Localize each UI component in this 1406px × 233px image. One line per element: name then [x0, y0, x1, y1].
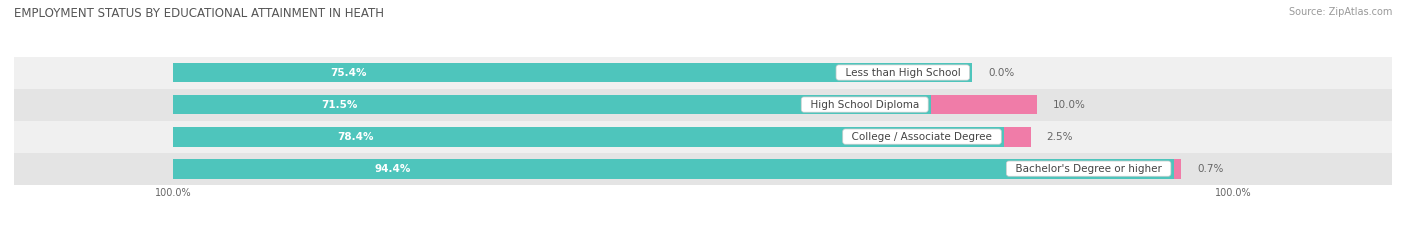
- Bar: [1004, 127, 1031, 147]
- Bar: [173, 159, 1174, 178]
- Bar: [14, 121, 1392, 153]
- Text: Source: ZipAtlas.com: Source: ZipAtlas.com: [1288, 7, 1392, 17]
- Bar: [173, 127, 1004, 147]
- Bar: [1174, 159, 1181, 178]
- Text: High School Diploma: High School Diploma: [804, 99, 925, 110]
- Text: Bachelor's Degree or higher: Bachelor's Degree or higher: [1010, 164, 1168, 174]
- Text: EMPLOYMENT STATUS BY EDUCATIONAL ATTAINMENT IN HEATH: EMPLOYMENT STATUS BY EDUCATIONAL ATTAINM…: [14, 7, 384, 20]
- Text: 71.5%: 71.5%: [322, 99, 359, 110]
- Bar: [173, 95, 931, 114]
- Text: 10.0%: 10.0%: [1053, 99, 1085, 110]
- Bar: [931, 95, 1036, 114]
- Bar: [173, 63, 972, 82]
- Bar: [14, 57, 1392, 89]
- Text: 100.0%: 100.0%: [155, 188, 191, 199]
- Text: Less than High School: Less than High School: [838, 68, 967, 78]
- Bar: [14, 153, 1392, 185]
- Bar: [14, 89, 1392, 121]
- Text: 75.4%: 75.4%: [330, 68, 367, 78]
- Text: College / Associate Degree: College / Associate Degree: [845, 132, 998, 142]
- Text: 0.0%: 0.0%: [988, 68, 1014, 78]
- Text: 100.0%: 100.0%: [1215, 188, 1251, 199]
- Text: 78.4%: 78.4%: [337, 132, 374, 142]
- Text: 94.4%: 94.4%: [375, 164, 412, 174]
- Text: 2.5%: 2.5%: [1046, 132, 1073, 142]
- Text: 0.7%: 0.7%: [1197, 164, 1223, 174]
